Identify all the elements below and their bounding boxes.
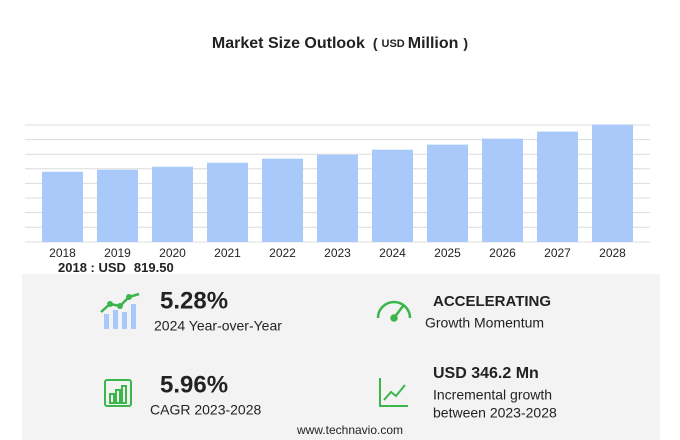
x-tick-label: 2023 [324, 246, 351, 260]
momentum-icon [376, 300, 412, 322]
x-tick-label: 2027 [544, 246, 571, 260]
kpi-caption: between 2023-2028 [433, 405, 557, 421]
x-tick-label: 2020 [159, 246, 186, 260]
bar [482, 138, 523, 242]
bar [262, 158, 303, 242]
kpi-value: ACCELERATING [433, 293, 551, 310]
kpi-value: USD 346.2 Mn [433, 365, 539, 382]
kpi-value: 5.28% [160, 287, 228, 314]
x-tick-label: 2019 [104, 246, 131, 260]
x-tick-label: 2024 [379, 246, 406, 260]
cagr-icon [104, 379, 132, 407]
chart-title: Market Size Outlook [212, 35, 365, 52]
unit-prefix: USD [382, 38, 405, 50]
kpi-caption: Growth Momentum [425, 315, 544, 331]
kpi-value: 5.96% [160, 371, 228, 398]
summary-panel [22, 274, 660, 440]
paren: ) [463, 35, 468, 51]
highlight: 2018 : USD 819.50 [58, 260, 174, 275]
x-tick-label: 2028 [599, 246, 626, 260]
bar [317, 154, 358, 242]
kpi-caption: 2024 Year-over-Year [154, 318, 282, 334]
bar [207, 162, 248, 242]
x-tick-label: 2022 [269, 246, 296, 260]
increment-icon [379, 378, 408, 407]
bar [152, 166, 193, 242]
x-tick-label: 2018 [49, 246, 76, 260]
kpi-caption: CAGR 2023-2028 [150, 402, 262, 418]
kpi-caption: Incremental growth [433, 387, 552, 403]
footer: www.technavio.com [296, 423, 403, 437]
bar [427, 144, 468, 242]
bar [372, 149, 413, 242]
highlight-label: 2018 : USD [58, 260, 126, 275]
bars: 2018 2019 2020 2021 2022 2023 2024 2025 2026 2027… [42, 124, 633, 260]
x-tick-label: 2021 [214, 246, 241, 260]
bar [42, 171, 83, 242]
x-tick-label: 2025 [434, 246, 461, 260]
bar [97, 169, 138, 242]
highlight-value: 819.50 [134, 260, 174, 275]
paren: ( [373, 35, 378, 51]
unit: Million [408, 35, 459, 52]
bar [592, 124, 633, 242]
x-tick-label: 2026 [489, 246, 516, 260]
bar [537, 131, 578, 242]
chart-title-line: Market Size Outlook ( USD Million) [212, 35, 468, 53]
yoy-icon [100, 292, 140, 329]
